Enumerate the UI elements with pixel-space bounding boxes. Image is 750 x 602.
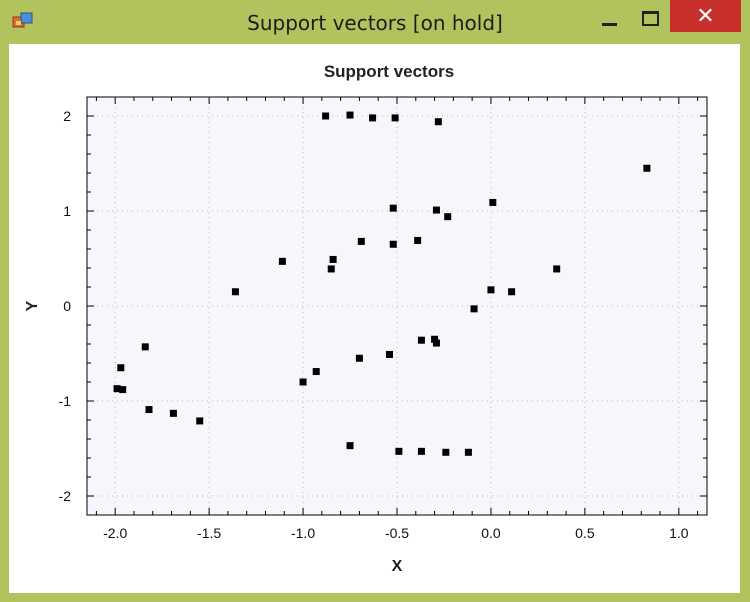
x-tick-label: -0.5 [385, 525, 409, 541]
data-point [464, 448, 472, 456]
data-point [327, 265, 335, 273]
chart-panel: Support vectors -2.0 -1.5 -1.0 -0.5 0.0 0.5 1.… [9, 44, 740, 593]
data-point [431, 335, 439, 343]
data-point [369, 114, 377, 122]
data-point [391, 114, 399, 122]
data-point [119, 386, 127, 394]
data-point [299, 378, 307, 386]
data-point [346, 111, 354, 119]
data-point [329, 255, 337, 263]
data-point [442, 448, 450, 456]
x-tick-label: 1.0 [669, 525, 689, 541]
data-point [322, 112, 330, 120]
y-tick-label: 0 [63, 298, 71, 314]
x-tick-label: -2.0 [103, 525, 127, 541]
data-point [414, 236, 422, 244]
y-tick-label: -2 [59, 488, 72, 504]
y-tick-label: 2 [63, 108, 71, 124]
data-point [417, 447, 425, 455]
data-point [489, 198, 497, 206]
close-icon[interactable]: ✕ [670, 0, 741, 32]
maximize-icon[interactable] [637, 4, 663, 32]
data-point [444, 213, 452, 221]
scatter-chart[interactable]: Support vectors -2.0 -1.5 -1.0 -0.5 0.0 0.5 1.… [9, 44, 740, 593]
data-point [417, 336, 425, 344]
x-tick-label: 0.0 [481, 525, 501, 541]
data-point [395, 447, 403, 455]
data-point [434, 118, 442, 126]
x-axis-title: X [392, 558, 403, 575]
data-point [169, 409, 177, 417]
data-point [346, 442, 354, 450]
data-point [357, 237, 365, 245]
app-window-icon [12, 12, 33, 28]
data-point [553, 265, 561, 273]
chart-title: Support vectors [324, 62, 454, 81]
data-point [145, 406, 153, 414]
tick-labels: -2.0 -1.5 -1.0 -0.5 0.0 0.5 1.0 -2 -1 0 1 2 [59, 108, 689, 541]
data-point [196, 417, 204, 425]
data-point [385, 350, 393, 358]
data-point [231, 288, 239, 296]
data-point [141, 343, 149, 351]
title-bar[interactable]: Support vectors [on hold] ✕ [0, 0, 750, 44]
data-points [113, 111, 651, 456]
axis-ticks [87, 96, 707, 516]
x-tick-label: 0.5 [575, 525, 595, 541]
data-point [487, 286, 495, 294]
data-point [113, 385, 121, 393]
data-point [389, 204, 397, 212]
data-point [508, 288, 516, 296]
data-point [355, 354, 363, 362]
data-point [470, 305, 478, 313]
data-point [117, 364, 125, 372]
minimize-icon[interactable] [598, 4, 624, 32]
y-tick-label: -1 [59, 393, 72, 409]
y-tick-label: 1 [63, 203, 71, 219]
y-axis-title: Y [24, 300, 41, 311]
data-point [278, 257, 286, 265]
x-tick-label: -1.5 [197, 525, 221, 541]
data-point [643, 164, 651, 172]
x-tick-label: -1.0 [291, 525, 315, 541]
window-title: Support vectors [on hold] [247, 11, 503, 35]
data-point [389, 240, 397, 248]
data-point [432, 206, 440, 214]
data-point [432, 339, 440, 347]
data-point [312, 368, 320, 376]
